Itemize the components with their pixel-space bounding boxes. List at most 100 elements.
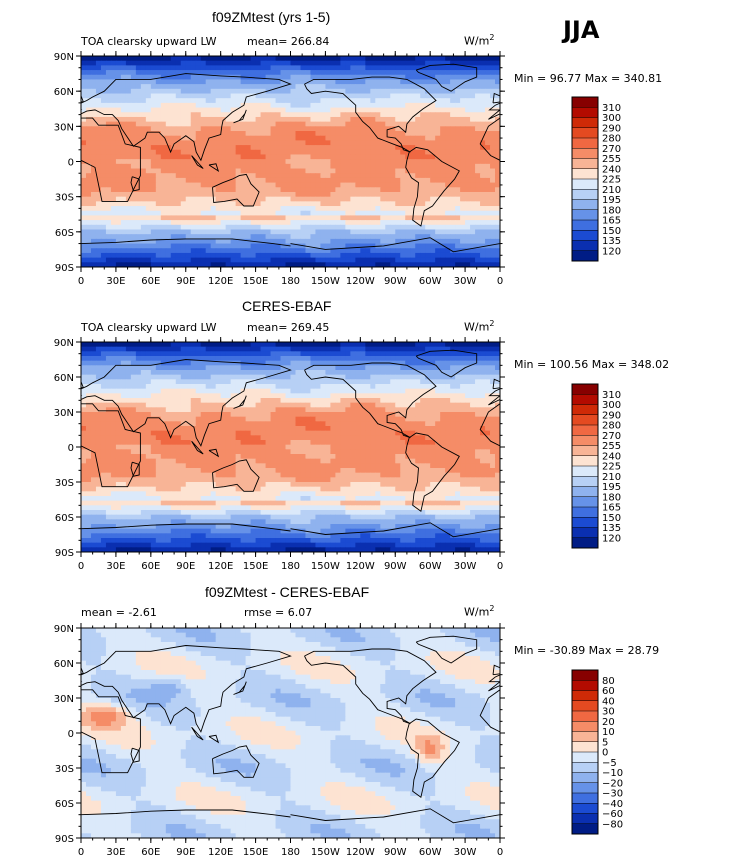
- colorbar-swatch: [572, 240, 598, 252]
- colorbar-label: −80: [602, 819, 623, 830]
- colorbar-2: 3103002902802702552402252101951801651501…: [571, 383, 621, 549]
- x-tick-label: 90W: [384, 561, 407, 572]
- x-tick-label: 120E: [208, 276, 233, 287]
- colorbar-label: 120: [602, 533, 621, 544]
- colorbar-swatch: [572, 189, 598, 200]
- colorbar-swatch: [572, 741, 598, 753]
- coastlines: [81, 349, 500, 538]
- colorbar-label: −20: [602, 778, 623, 789]
- colorbar-swatch: [572, 700, 598, 712]
- colorbar-label: 270: [602, 144, 621, 155]
- colorbar-label: 270: [602, 431, 621, 442]
- colorbar-swatch: [572, 731, 598, 743]
- x-tick-label: 30E: [106, 847, 125, 858]
- colorbar-swatch: [572, 782, 598, 794]
- colorbar-label: 210: [602, 472, 621, 483]
- y-tick-label: 90S: [55, 548, 74, 559]
- colorbar-label: −60: [602, 809, 623, 820]
- map-panel-3: 0 30E 60E 90E 120E 150E 180 150W 120W 90W 60W 30W 09…: [54, 623, 505, 858]
- panel-1-left-label: TOA clearsky upward LW: [81, 35, 217, 48]
- colorbar-swatch: [572, 220, 598, 231]
- panel-2-units: W/m2: [464, 319, 494, 334]
- y-tick-label: 0: [68, 158, 74, 169]
- colorbar-swatch: [572, 670, 598, 681]
- panel-3-minmax: Min = -30.89 Max = 28.79: [514, 644, 660, 657]
- colorbar-label: 290: [602, 123, 621, 134]
- x-tick-label: 150E: [243, 847, 268, 858]
- y-tick-label: 90S: [55, 834, 74, 845]
- colorbar-swatch: [572, 537, 598, 549]
- colorbar-label: 180: [602, 492, 621, 503]
- colorbar-label: −40: [602, 799, 623, 810]
- panel-1-minmax: Min = 96.77 Max = 340.81: [514, 72, 663, 85]
- y-tick-label: 30S: [55, 764, 74, 775]
- coastlines: [81, 63, 500, 253]
- colorbar-label: 225: [602, 462, 621, 473]
- units-label: W/m: [464, 320, 490, 334]
- colorbar-label: 5: [602, 737, 608, 748]
- colorbar-label: 210: [602, 185, 621, 196]
- y-tick-label: 60N: [54, 373, 74, 384]
- y-tick-label: 30N: [54, 122, 74, 133]
- map-panel-1: 0 30E 60E 90E 120E 150E 180 150W 120W 90W 60W 30W 09…: [54, 51, 505, 287]
- y-tick-label: 60N: [54, 87, 74, 98]
- x-tick-label: 150E: [243, 276, 268, 287]
- y-tick-label: 90S: [55, 263, 74, 274]
- colorbar-label: 135: [602, 523, 621, 534]
- colorbar-swatch: [572, 168, 598, 180]
- x-tick-label: 180: [281, 847, 300, 858]
- x-tick-label: 150W: [311, 276, 340, 287]
- colorbar-label: 40: [602, 696, 615, 707]
- colorbar-swatch: [572, 158, 598, 170]
- field-shading: [81, 628, 500, 838]
- x-tick-label: 30W: [454, 847, 477, 858]
- y-tick-label: 30S: [55, 478, 74, 489]
- colorbar-1: 3103002902802702552402252101951801651501…: [571, 96, 621, 262]
- colorbar-swatch: [572, 793, 598, 804]
- units-label: W/m: [464, 605, 490, 619]
- x-tick-label: 90E: [176, 847, 195, 858]
- colorbar-label: 80: [602, 676, 615, 687]
- colorbar-label: 240: [602, 451, 621, 462]
- colorbar-swatch: [572, 772, 598, 784]
- colorbar-swatch: [572, 384, 598, 395]
- x-tick-label: 60E: [141, 276, 160, 287]
- colorbar-swatch: [572, 230, 598, 241]
- colorbar-label: 255: [602, 441, 621, 452]
- colorbar-swatch: [572, 138, 598, 149]
- x-tick-label: 90W: [384, 276, 407, 287]
- y-tick-label: 30S: [55, 193, 74, 204]
- colorbar-label: 280: [602, 134, 621, 145]
- colorbar-label: 310: [602, 103, 621, 114]
- x-tick-label: 60W: [419, 276, 442, 287]
- panel-2-title: CERES-EBAF: [242, 298, 332, 314]
- x-tick-label: 0: [497, 561, 503, 572]
- colorbar-swatch: [572, 527, 598, 539]
- colorbar-swatch: [572, 250, 598, 262]
- colorbar-label: 20: [602, 717, 615, 728]
- x-tick-label: 0: [497, 847, 503, 858]
- units-exponent: 2: [489, 33, 495, 42]
- y-tick-label: 60S: [55, 513, 74, 524]
- colorbar-swatch: [572, 148, 598, 159]
- colorbar-swatch: [572, 209, 598, 221]
- y-tick-label: 60S: [55, 799, 74, 810]
- colorbar-swatch: [572, 97, 598, 108]
- panel-3-units: W/m2: [464, 604, 494, 619]
- x-tick-label: 120W: [346, 276, 375, 287]
- panel-1-stat: mean= 266.84: [247, 35, 330, 48]
- panel-3-stat: rmse = 6.07: [244, 606, 313, 619]
- colorbar-label: 300: [602, 113, 621, 124]
- panel-1-units: W/m2: [464, 33, 494, 48]
- x-tick-label: 0: [497, 276, 503, 287]
- colorbar-swatch: [572, 752, 598, 763]
- colorbar-swatch: [572, 404, 598, 416]
- colorbar-label: 60: [602, 686, 615, 697]
- y-tick-label: 0: [68, 729, 74, 740]
- x-tick-label: 120E: [208, 847, 233, 858]
- colorbar-label: 280: [602, 421, 621, 432]
- colorbar-label: 225: [602, 175, 621, 186]
- colorbar-swatch: [572, 721, 598, 732]
- colorbar-label: 0: [602, 748, 608, 759]
